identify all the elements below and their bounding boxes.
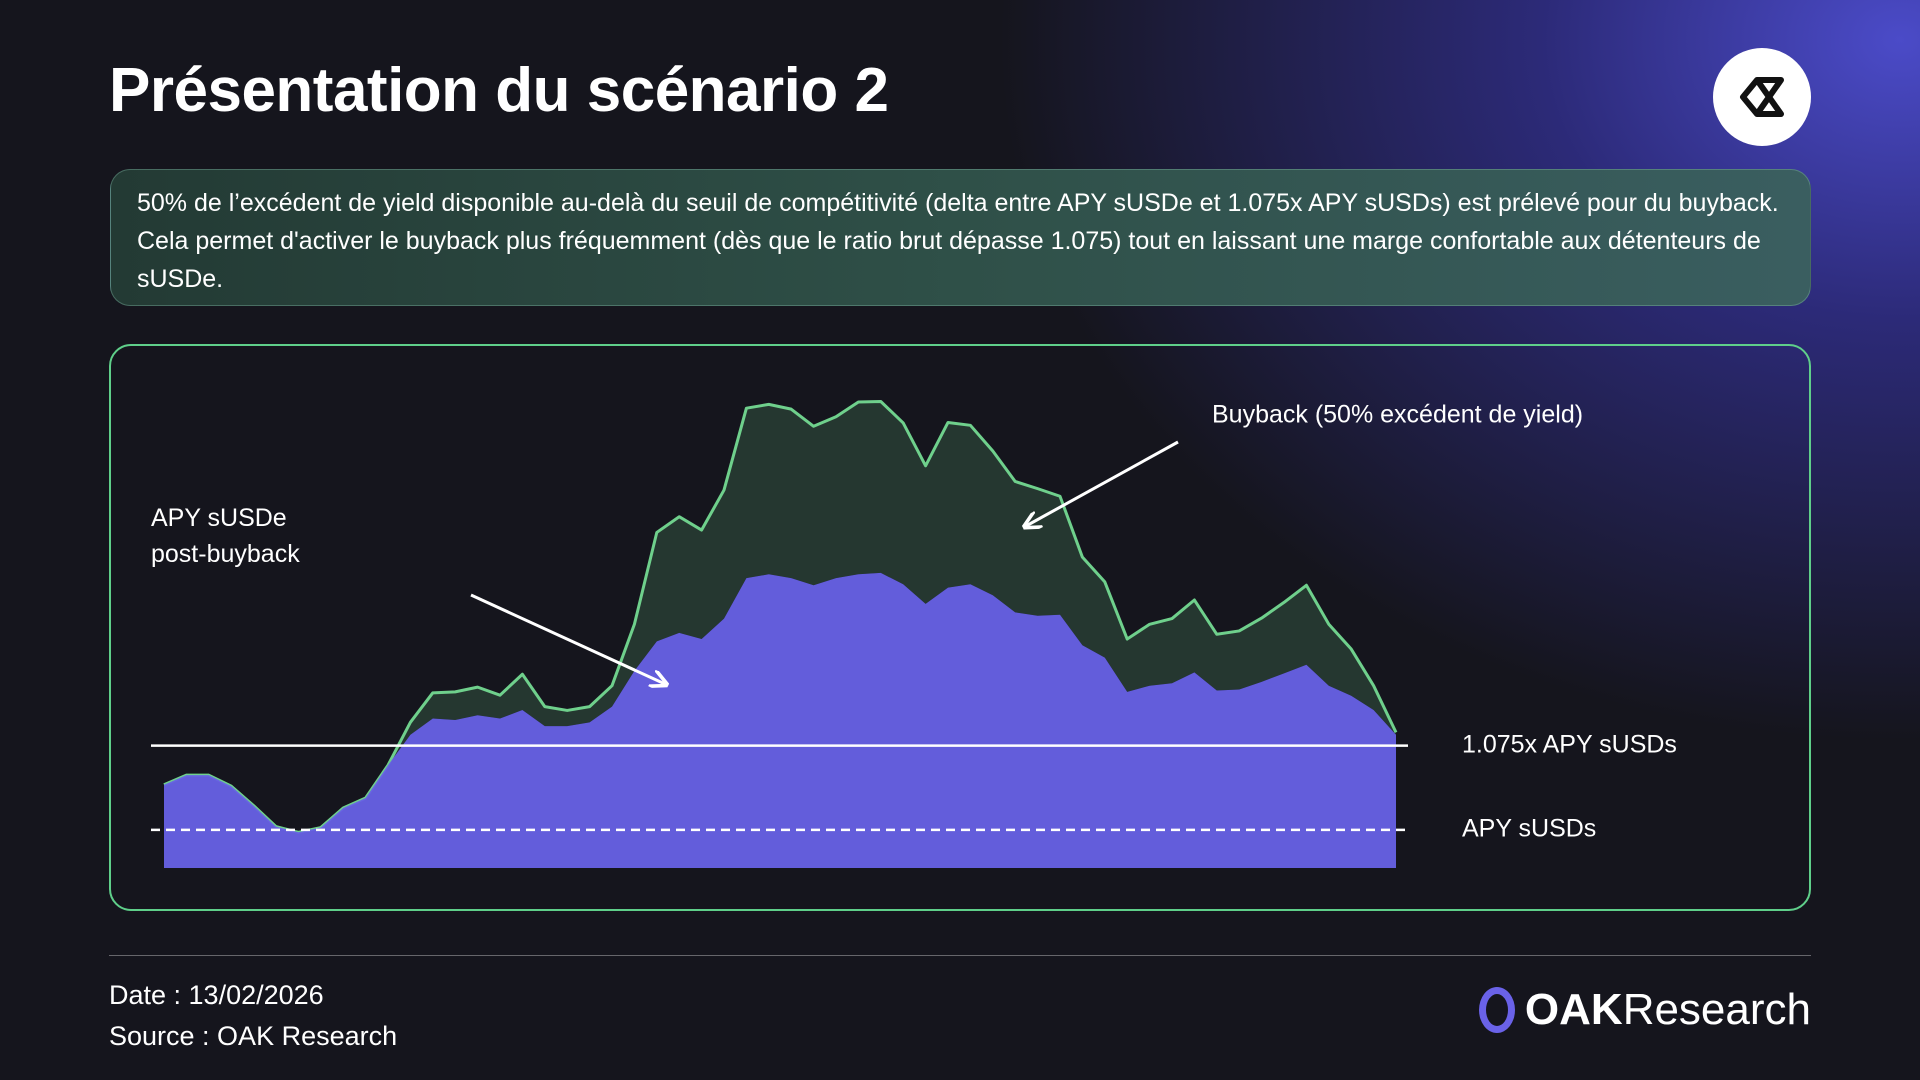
annotation-arrow bbox=[470, 593, 665, 684]
source: Source : OAK Research bbox=[109, 1021, 398, 1051]
separator bbox=[109, 955, 1811, 956]
logo-icon bbox=[1740, 77, 1784, 117]
series-label: Buyback (50% excédent de yield) bbox=[1212, 401, 1583, 429]
brand-name: Research bbox=[1622, 985, 1811, 1034]
annotation-arrow bbox=[1026, 440, 1179, 526]
brand: OAK Research bbox=[1478, 985, 1811, 1035]
logo bbox=[1713, 48, 1811, 146]
area bbox=[164, 401, 1396, 833]
brand-icon bbox=[1478, 987, 1515, 1033]
chart-panel bbox=[109, 344, 1811, 911]
brand-name: OAK bbox=[1524, 985, 1623, 1034]
date: Date : 13/02/2026 bbox=[109, 980, 324, 1010]
area bbox=[164, 572, 1396, 868]
title: Présentation du scénario 2 bbox=[109, 56, 889, 125]
reference-label: 1.075x APY sUSDs bbox=[1462, 730, 1677, 758]
series-label: APY sUSDe post-buyback bbox=[151, 504, 300, 568]
description: 50% de l’excédent de yield disponible au… bbox=[110, 169, 1811, 306]
reference-label: APY sUSDs bbox=[1462, 815, 1596, 843]
